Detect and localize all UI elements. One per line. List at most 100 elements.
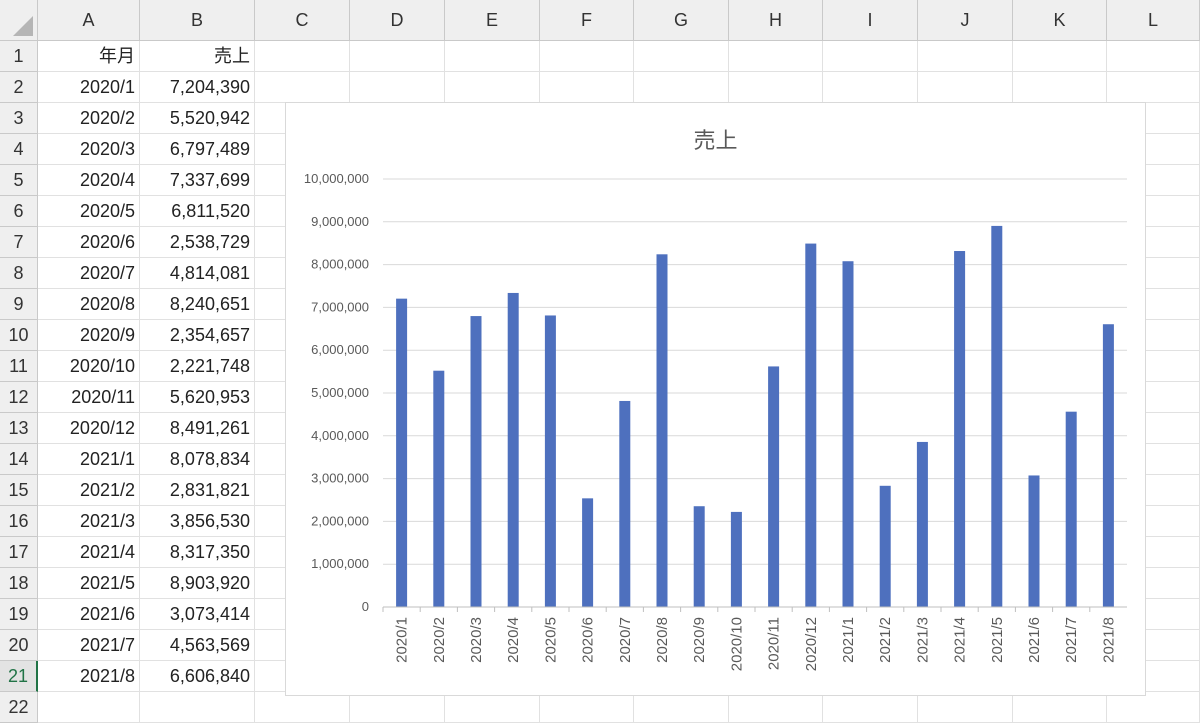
bar-2020/6[interactable] — [582, 498, 594, 607]
row-header-19[interactable]: 19 — [0, 599, 38, 630]
row-header-5[interactable]: 5 — [0, 165, 38, 196]
bar-2020/9[interactable] — [693, 506, 705, 607]
year-month-cell[interactable]: 2020/3 — [38, 134, 140, 165]
year-month-cell[interactable]: 2020/11 — [38, 382, 140, 413]
empty-cell[interactable] — [823, 41, 918, 72]
sales-cell[interactable]: 8,903,920 — [140, 568, 255, 599]
row-header-13[interactable]: 13 — [0, 413, 38, 444]
empty-cell[interactable] — [540, 72, 634, 103]
year-month-cell[interactable]: 2020/6 — [38, 227, 140, 258]
empty-cell[interactable] — [1107, 41, 1200, 72]
bar-2020/4[interactable] — [507, 292, 519, 607]
column-header-b[interactable]: B — [140, 0, 255, 41]
empty-cell[interactable] — [540, 41, 634, 72]
empty-cell[interactable] — [350, 41, 445, 72]
bar-2020/3[interactable] — [470, 316, 482, 607]
empty-cell[interactable] — [38, 692, 140, 723]
header-cell-sales[interactable]: 売上 — [140, 41, 255, 72]
bar-2020/10[interactable] — [730, 511, 742, 607]
sales-bar-chart[interactable]: 売上 0 1,000,000 2,000,000 3,000,000 4,000,000… — [285, 102, 1146, 696]
row-header-17[interactable]: 17 — [0, 537, 38, 568]
row-header-18[interactable]: 18 — [0, 568, 38, 599]
empty-cell[interactable] — [729, 72, 823, 103]
column-header-a[interactable]: A — [38, 0, 140, 41]
row-header-16[interactable]: 16 — [0, 506, 38, 537]
empty-cell[interactable] — [445, 72, 540, 103]
header-cell-year-month[interactable]: 年月 — [38, 41, 140, 72]
bar-2020/8[interactable] — [656, 254, 668, 607]
sales-cell[interactable]: 2,354,657 — [140, 320, 255, 351]
row-header-10[interactable]: 10 — [0, 320, 38, 351]
sales-cell[interactable]: 3,073,414 — [140, 599, 255, 630]
empty-cell[interactable] — [634, 41, 729, 72]
sales-cell[interactable]: 7,337,699 — [140, 165, 255, 196]
column-header-k[interactable]: K — [1013, 0, 1107, 41]
bar-2020/7[interactable] — [619, 400, 631, 607]
row-header-21[interactable]: 21 — [0, 661, 38, 692]
year-month-cell[interactable]: 2021/4 — [38, 537, 140, 568]
row-header-1[interactable]: 1 — [0, 41, 38, 72]
column-header-c[interactable]: C — [255, 0, 350, 41]
year-month-cell[interactable]: 2021/1 — [38, 444, 140, 475]
bar-2021/7[interactable] — [1065, 411, 1077, 607]
column-header-d[interactable]: D — [350, 0, 445, 41]
sales-cell[interactable]: 6,797,489 — [140, 134, 255, 165]
bar-2021/5[interactable] — [991, 225, 1003, 607]
row-header-8[interactable]: 8 — [0, 258, 38, 289]
empty-cell[interactable] — [445, 41, 540, 72]
row-header-20[interactable]: 20 — [0, 630, 38, 661]
column-header-e[interactable]: E — [445, 0, 540, 41]
sales-cell[interactable]: 4,814,081 — [140, 258, 255, 289]
bar-2020/12[interactable] — [805, 243, 817, 607]
sales-cell[interactable]: 2,831,821 — [140, 475, 255, 506]
empty-cell[interactable] — [1013, 72, 1107, 103]
year-month-cell[interactable]: 2021/6 — [38, 599, 140, 630]
year-month-cell[interactable]: 2020/2 — [38, 103, 140, 134]
empty-cell[interactable] — [1107, 72, 1200, 103]
sales-cell[interactable]: 3,856,530 — [140, 506, 255, 537]
sales-cell[interactable]: 7,204,390 — [140, 72, 255, 103]
empty-cell[interactable] — [918, 72, 1013, 103]
bar-2020/5[interactable] — [544, 315, 556, 607]
row-header-3[interactable]: 3 — [0, 103, 38, 134]
year-month-cell[interactable]: 2020/8 — [38, 289, 140, 320]
column-header-i[interactable]: I — [823, 0, 918, 41]
year-month-cell[interactable]: 2021/3 — [38, 506, 140, 537]
row-header-11[interactable]: 11 — [0, 351, 38, 382]
year-month-cell[interactable]: 2021/2 — [38, 475, 140, 506]
empty-cell[interactable] — [634, 72, 729, 103]
row-header-22[interactable]: 22 — [0, 692, 38, 723]
column-header-j[interactable]: J — [918, 0, 1013, 41]
sales-cell[interactable]: 5,620,953 — [140, 382, 255, 413]
sales-cell[interactable]: 8,491,261 — [140, 413, 255, 444]
column-header-f[interactable]: F — [540, 0, 634, 41]
bar-2020/1[interactable] — [396, 298, 408, 607]
bar-2021/6[interactable] — [1028, 475, 1040, 607]
year-month-cell[interactable]: 2020/12 — [38, 413, 140, 444]
empty-cell[interactable] — [1013, 41, 1107, 72]
empty-cell[interactable] — [255, 72, 350, 103]
year-month-cell[interactable]: 2020/1 — [38, 72, 140, 103]
empty-cell[interactable] — [255, 41, 350, 72]
bar-2021/2[interactable] — [879, 485, 891, 607]
empty-cell[interactable] — [918, 41, 1013, 72]
row-header-6[interactable]: 6 — [0, 196, 38, 227]
column-header-h[interactable]: H — [729, 0, 823, 41]
sales-cell[interactable]: 8,078,834 — [140, 444, 255, 475]
year-month-cell[interactable]: 2021/5 — [38, 568, 140, 599]
sales-cell[interactable]: 6,811,520 — [140, 196, 255, 227]
year-month-cell[interactable]: 2020/4 — [38, 165, 140, 196]
year-month-cell[interactable]: 2020/5 — [38, 196, 140, 227]
sales-cell[interactable]: 4,563,569 — [140, 630, 255, 661]
year-month-cell[interactable]: 2020/10 — [38, 351, 140, 382]
empty-cell[interactable] — [350, 72, 445, 103]
row-header-4[interactable]: 4 — [0, 134, 38, 165]
bar-2021/3[interactable] — [916, 441, 928, 607]
bar-2021/4[interactable] — [954, 251, 966, 607]
column-header-g[interactable]: G — [634, 0, 729, 41]
row-header-15[interactable]: 15 — [0, 475, 38, 506]
year-month-cell[interactable]: 2020/9 — [38, 320, 140, 351]
sales-cell[interactable]: 5,520,942 — [140, 103, 255, 134]
row-header-14[interactable]: 14 — [0, 444, 38, 475]
sales-cell[interactable]: 2,221,748 — [140, 351, 255, 382]
